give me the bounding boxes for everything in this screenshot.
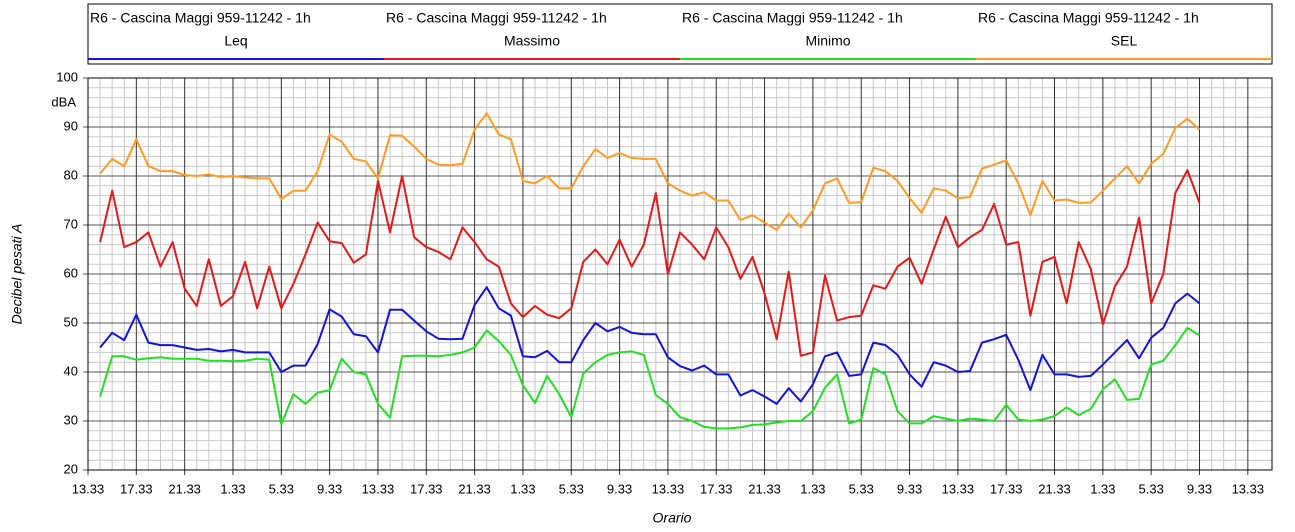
y-tick-label: 90	[64, 118, 78, 133]
legend-label: R6 - Cascina Maggi 959-11242 - 1h	[90, 10, 311, 26]
y-tick-label: 40	[64, 363, 78, 378]
x-tick-label: 13.33	[362, 481, 395, 496]
x-tick-label: 17.33	[120, 481, 153, 496]
x-tick-label: 21.33	[458, 481, 491, 496]
x-tick-label: 17.33	[410, 481, 443, 496]
x-tick-label: 1.33	[1090, 481, 1115, 496]
y-tick-label: 80	[64, 167, 78, 182]
legend-label: Massimo	[504, 33, 560, 49]
x-tick-label: 5.33	[559, 481, 584, 496]
y-tick-label: 100	[56, 69, 78, 84]
y-tick-label: 70	[64, 216, 78, 231]
plot-frame	[87, 77, 1273, 471]
x-tick-label: 17.33	[700, 481, 733, 496]
x-tick-label: 13.33	[1232, 481, 1265, 496]
x-tick-label: 21.33	[1038, 481, 1071, 496]
x-tick-label: 5.33	[849, 481, 874, 496]
legend-label: Minimo	[805, 33, 850, 49]
x-axis-title: Orario	[653, 510, 692, 526]
x-tick-label: 13.33	[72, 481, 105, 496]
x-tick-label: 5.33	[1139, 481, 1164, 496]
x-tick-label: 21.33	[168, 481, 201, 496]
y-tick-label: 30	[64, 412, 78, 427]
legend-box	[87, 3, 1273, 65]
x-tick-label: 21.33	[748, 481, 781, 496]
x-tick-label: 17.33	[990, 481, 1023, 496]
y-tick-label: 50	[64, 314, 78, 329]
series-line	[99, 169, 1201, 357]
x-tick-label: 9.33	[1187, 481, 1212, 496]
y-unit: dBA	[51, 94, 76, 109]
y-tick-label: 20	[64, 461, 78, 476]
legend-label: SEL	[1111, 33, 1138, 49]
x-tick-label: 1.33	[510, 481, 535, 496]
x-tick-label: 5.33	[269, 481, 294, 496]
series-line	[99, 112, 1201, 231]
x-tick-label: 9.33	[897, 481, 922, 496]
x-tick-label: 9.33	[317, 481, 342, 496]
x-tick-label: 13.33	[652, 481, 685, 496]
x-tick-label: 1.33	[220, 481, 245, 496]
x-tick-label: 1.33	[800, 481, 825, 496]
y-tick-label: 60	[64, 265, 78, 280]
legend-label: R6 - Cascina Maggi 959-11242 - 1h	[682, 10, 903, 26]
x-tick-label: 9.33	[607, 481, 632, 496]
legend-label: R6 - Cascina Maggi 959-11242 - 1h	[386, 10, 607, 26]
series-line	[99, 326, 1201, 430]
x-tick-label: 13.33	[942, 481, 975, 496]
series-line	[99, 286, 1201, 405]
legend-label: Leq	[224, 33, 247, 49]
y-axis-title: Decibel pesati A	[9, 224, 25, 325]
legend-label: R6 - Cascina Maggi 959-11242 - 1h	[978, 10, 1199, 26]
